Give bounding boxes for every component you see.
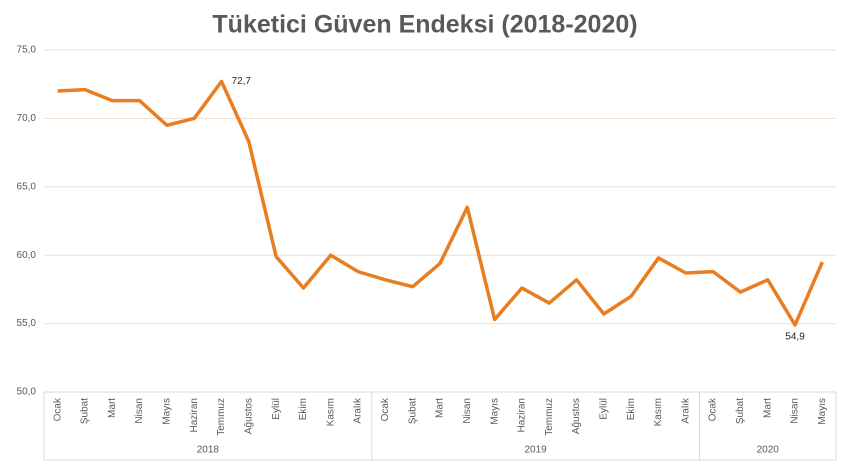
y-tick-label: 70,0 — [17, 113, 37, 124]
x-tick-label: Mart — [435, 398, 446, 418]
group-label: 2019 — [524, 445, 547, 456]
x-tick-label: Eylül — [599, 398, 610, 420]
x-tick-label: Ekim — [298, 398, 309, 420]
x-tick-label: Şubat — [735, 398, 746, 424]
x-tick-label: Nisan — [462, 398, 473, 424]
group-label: 2020 — [757, 445, 780, 456]
x-tick-label: Aralık — [353, 397, 364, 424]
y-tick-label: 75,0 — [17, 45, 37, 56]
x-tick-label: Haziran — [517, 398, 528, 432]
x-tick-label: Şubat — [407, 398, 418, 424]
x-tick-label: Aralık — [680, 397, 691, 424]
x-tick-label: Eylül — [271, 398, 282, 420]
x-tick-label: Ekim — [626, 398, 637, 420]
x-tick-label: Mart — [107, 398, 118, 418]
data-line — [57, 79, 824, 327]
y-tick-label: 60,0 — [17, 250, 37, 261]
data-label: 72,7 — [232, 76, 252, 87]
x-tick-label: Temmuz — [216, 398, 227, 436]
y-tick-label: 50,0 — [17, 387, 37, 398]
y-tick-label: 65,0 — [17, 181, 37, 192]
x-tick-label: Mayıs — [162, 398, 173, 425]
x-tick-label: Kasım — [653, 398, 664, 426]
x-tick-label: Kasım — [325, 398, 336, 426]
x-tick-label: Şubat — [80, 398, 91, 424]
x-tick-label: Nisan — [790, 398, 801, 424]
x-tick-label: Haziran — [189, 398, 200, 432]
x-tick-label: Mart — [762, 398, 773, 418]
data-label: 54,9 — [785, 332, 805, 343]
chart-title: Tüketici Güven Endeksi (2018-2020) — [212, 11, 637, 39]
x-tick-label: Ocak — [380, 397, 391, 421]
y-tick-label: 55,0 — [17, 318, 37, 329]
x-tick-label: Temmuz — [544, 398, 555, 436]
x-tick-label: Ocak — [708, 397, 719, 421]
group-label: 2018 — [197, 445, 220, 456]
x-tick-label: Ocak — [52, 397, 63, 421]
x-tick-label: Mayıs — [489, 398, 500, 425]
x-tick-label: Ağustos — [571, 398, 582, 434]
x-tick-label: Nisan — [134, 398, 145, 424]
x-tick-label: Ağustos — [243, 398, 254, 434]
x-tick-label: Mayıs — [817, 398, 828, 425]
